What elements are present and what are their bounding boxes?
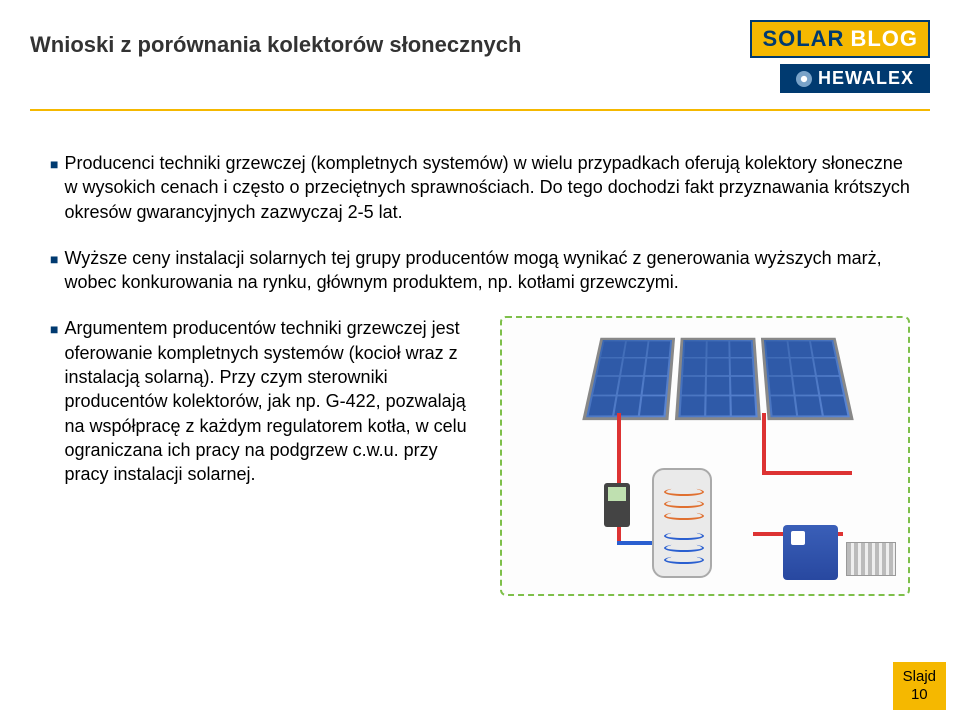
solar-system-diagram <box>500 316 910 596</box>
solar-panels-icon <box>582 338 853 420</box>
pipe-hot-icon <box>762 471 852 475</box>
bullet-2-text: Wyższe ceny instalacji solarnych tej gru… <box>64 246 910 295</box>
solarblog-logo-b: BLOG <box>850 26 918 52</box>
hewalex-logo: HEWALEX <box>780 64 930 93</box>
solarblog-logo: SOLAR BLOG <box>750 20 930 58</box>
radiator-icon <box>846 542 896 576</box>
storage-tank-icon <box>652 468 712 578</box>
bullet-2: ■ Wyższe ceny instalacji solarnych tej g… <box>50 246 910 295</box>
boiler-icon <box>783 525 838 580</box>
bullet-3-text: Argumentem producentów techniki grzewcze… <box>64 316 470 486</box>
bullet-1-text: Producenci techniki grzewczej (kompletny… <box>64 151 910 224</box>
logo-group: SOLAR BLOG HEWALEX <box>750 20 930 93</box>
page-title: Wnioski z porównania kolektorów słoneczn… <box>30 20 750 58</box>
slide-number-badge: Slajd 10 <box>893 662 946 710</box>
solarblog-logo-a: SOLAR <box>762 26 844 52</box>
bullet-marker-icon: ■ <box>50 155 58 224</box>
hewalex-logo-text: HEWALEX <box>818 68 914 89</box>
pipe-hot-icon <box>762 413 766 473</box>
slide-label: Slajd <box>903 668 936 685</box>
hewalex-icon <box>796 71 812 87</box>
controller-icon <box>604 483 630 527</box>
slide-number: 10 <box>911 686 928 703</box>
bullet-marker-icon: ■ <box>50 250 58 295</box>
bullet-3: ■ Argumentem producentów techniki grzewc… <box>50 316 470 486</box>
bullet-marker-icon: ■ <box>50 320 58 486</box>
bullet-1: ■ Producenci techniki grzewczej (komplet… <box>50 151 910 224</box>
